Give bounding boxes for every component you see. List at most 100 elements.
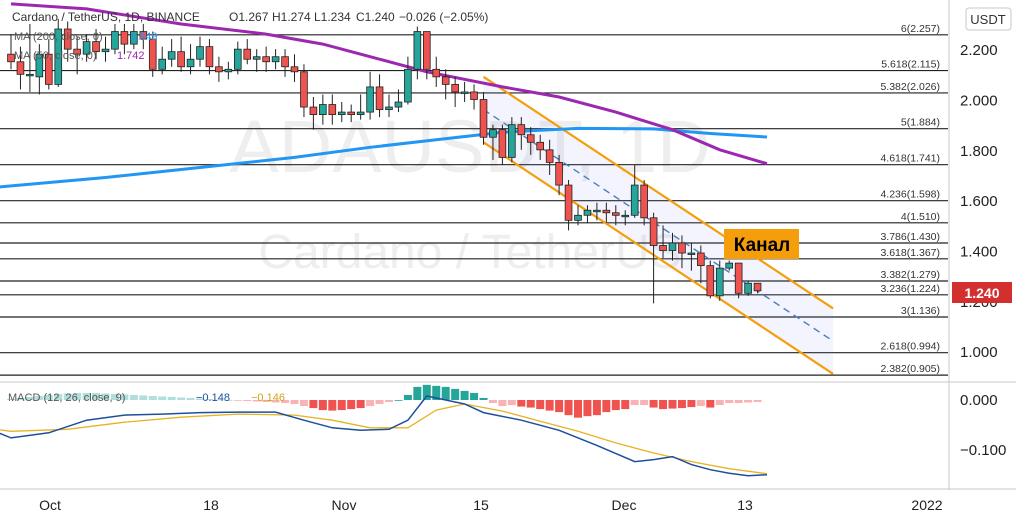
candle-body [35,53,44,78]
macd-histogram-bar [186,397,195,400]
price-tick-label: 1.600 [960,193,998,210]
candle-body [678,242,686,254]
candle-body [545,149,554,163]
macd-histogram-bar [139,395,148,400]
candle-body [281,56,289,68]
candle-body [687,252,696,255]
macd-tick-label: 0.000 [960,392,998,409]
candle-body [574,214,582,221]
candle-body [139,31,148,40]
candle-body [555,162,563,186]
header-change: −0.026 (−2.05%) [399,10,488,24]
candle-body [725,262,733,269]
candle-body [262,56,270,63]
macd-histogram-bar [120,394,129,400]
candle-body [640,184,648,219]
candle-body [224,68,233,73]
price-tick-label: 1.000 [960,344,998,361]
macd-histogram-bar [574,400,582,418]
macd-histogram-bar [347,400,356,410]
fib-level-label: 5.618(2.115) [881,59,940,71]
macd-histogram-bar [706,400,715,408]
candle-body [583,209,592,216]
candle-body [337,111,346,116]
candle-body [54,28,63,85]
macd-histogram-bar [630,400,639,406]
candle-body [148,38,157,70]
candle-body [120,31,129,45]
macd-histogram-bar [488,400,497,404]
candle-body [753,282,762,292]
candle-body [16,61,25,75]
candle-body [441,76,450,85]
candle-body [621,214,630,218]
macd-histogram-bar [526,400,535,408]
macd-histogram-bar [677,400,686,409]
macd-histogram-bar [243,400,252,402]
candle-body [167,51,176,60]
macd-pane [0,384,768,477]
candle-body [413,31,422,70]
ma50-label: MA (50, close, 0) [14,50,97,62]
fib-level-label: 5.382(2.026) [880,81,940,93]
header-open: O1.267 [229,10,269,24]
macd-histogram-bar [16,397,25,400]
macd-histogram-bar [196,398,204,400]
candle-body [375,86,384,110]
channel-mid-line [483,109,834,342]
macd-histogram-bar [753,400,762,403]
candle-body [536,141,544,151]
macd-histogram-bar [413,386,422,400]
macd-histogram-bar [290,400,299,405]
time-tick-label: Dec [612,497,637,513]
candle-body [479,99,488,138]
macd-histogram-bar [545,400,554,411]
candle-body [130,31,138,45]
macd-histogram-bar [101,393,110,400]
currency-button[interactable] [965,7,1012,31]
macd-histogram-bar [696,400,705,407]
price-tick-label: 2.000 [960,93,998,110]
macd-histogram-bar [451,388,460,400]
macd-histogram-bar [309,400,318,409]
macd-histogram-bar [205,398,214,400]
macd-histogram-bar [715,400,724,406]
ma50-value: 1.742 [117,50,145,62]
macd-label: MACD (12, 26, close, 9) [8,392,125,404]
candle-body [394,101,403,108]
candle-body [498,129,507,158]
fib-level-label: 4.236(1.598) [880,189,940,201]
candle-body [205,46,214,68]
candle-body [517,124,526,136]
macd-histogram-bar [82,392,91,400]
candle-body [300,71,308,108]
macd-histogram-bar [224,400,233,401]
macd-histogram-bar [92,392,101,400]
macd-histogram-bar [318,400,327,411]
macd-histogram-bar [498,400,507,407]
candle-body [659,245,667,251]
macd-histogram-bar [725,400,734,404]
candle-body [508,124,516,158]
ma200-value: 1.849 [130,31,158,43]
macd-histogram-bar [394,400,403,401]
price-tick-label: 1.800 [960,143,998,160]
macd-histogram-bar [262,400,271,403]
candle-body [706,265,715,297]
macd-signal-line [0,403,768,475]
currency-button-label: USDT [970,12,1005,27]
macd-histogram-bar [73,392,82,400]
macd-histogram-bar [7,398,15,400]
candle-body [319,104,327,116]
last-price-label: 1.240 [964,285,999,301]
fib-level-label: 3(1.136) [901,305,940,317]
macd-histogram-bar [299,400,308,407]
ma200-label: MA (200, close, 0) [14,31,103,43]
candle-body [697,252,705,267]
fib-level-label: 2.618(0.994) [880,341,940,353]
fib-level-label: 4.618(1.741) [880,153,940,165]
candle-body [612,212,620,216]
candle-body [602,209,611,214]
